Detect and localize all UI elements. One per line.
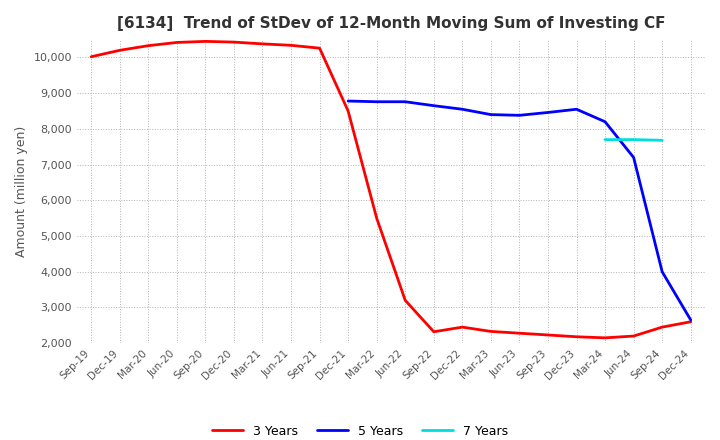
5 Years	[515, 113, 523, 118]
3 Years	[87, 54, 96, 59]
3 Years	[429, 329, 438, 334]
7 Years	[658, 138, 667, 143]
3 Years	[658, 324, 667, 330]
5 Years	[629, 155, 638, 160]
5 Years	[572, 106, 581, 112]
3 Years	[372, 216, 381, 221]
3 Years	[315, 45, 324, 51]
3 Years	[344, 108, 353, 114]
Y-axis label: Amount (million yen): Amount (million yen)	[15, 126, 28, 257]
Title: [6134]  Trend of StDev of 12-Month Moving Sum of Investing CF: [6134] Trend of StDev of 12-Month Moving…	[117, 16, 665, 32]
5 Years	[658, 269, 667, 275]
5 Years	[401, 99, 410, 104]
7 Years	[600, 137, 609, 142]
3 Years	[629, 334, 638, 339]
5 Years	[372, 99, 381, 104]
Legend: 3 Years, 5 Years, 7 Years: 3 Years, 5 Years, 7 Years	[207, 420, 513, 440]
3 Years	[487, 329, 495, 334]
5 Years	[686, 317, 695, 323]
3 Years	[287, 43, 295, 48]
5 Years	[544, 110, 552, 115]
7 Years	[629, 137, 638, 142]
Line: 7 Years: 7 Years	[605, 139, 662, 140]
3 Years	[258, 41, 267, 47]
3 Years	[686, 319, 695, 324]
3 Years	[458, 324, 467, 330]
5 Years	[487, 112, 495, 117]
5 Years	[458, 106, 467, 112]
3 Years	[173, 40, 181, 45]
3 Years	[544, 332, 552, 337]
3 Years	[515, 330, 523, 336]
3 Years	[230, 40, 238, 45]
Line: 5 Years: 5 Years	[348, 101, 690, 320]
3 Years	[115, 48, 124, 53]
5 Years	[429, 103, 438, 108]
3 Years	[572, 334, 581, 339]
3 Years	[600, 335, 609, 341]
5 Years	[600, 119, 609, 125]
3 Years	[201, 39, 210, 44]
3 Years	[401, 298, 410, 303]
Line: 3 Years: 3 Years	[91, 41, 690, 338]
5 Years	[344, 99, 353, 104]
3 Years	[144, 43, 153, 48]
